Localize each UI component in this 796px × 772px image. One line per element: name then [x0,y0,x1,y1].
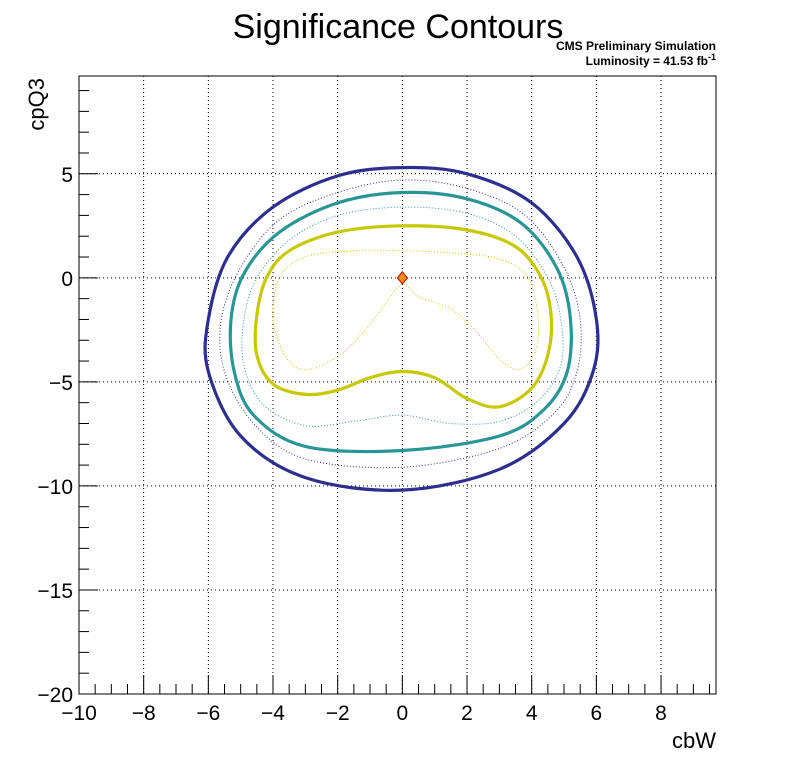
cms-preliminary-label: CMS Preliminary Simulation [556,39,716,53]
x-tick-label: −4 [261,702,285,725]
y-tick-label: 5 [61,164,73,187]
plot-frame [78,75,717,695]
y-axis-label: cpQ3 [24,78,49,131]
contour-outer-solid [203,165,600,492]
x-tick-label: 8 [655,702,667,725]
x-tick-label: 0 [397,702,409,725]
x-tick-label: 6 [591,702,603,725]
x-tick-label: −6 [196,702,220,725]
x-tick-label: −8 [132,702,156,725]
contour-inner-dotted [272,249,540,370]
x-tick-labels: −10 −8 −6 −4 −2 0 2 4 6 8 [61,702,667,725]
x-axis-label: cbW [672,728,716,753]
y-tick-label: 0 [61,268,73,291]
contour-middle-solid [228,190,573,454]
y-tick-label: −10 [37,476,73,499]
contour-inner-solid [253,224,554,409]
y-tick-label: −15 [37,580,73,603]
chart-title: Significance Contours [233,8,564,46]
y-tick-label: −5 [49,372,73,395]
x-tick-label: −2 [326,702,350,725]
y-tick-label: −20 [37,684,73,707]
contour-middle-dotted [241,206,564,427]
x-tick-label: −10 [61,702,97,725]
x-tick-label: 2 [461,702,473,725]
x-tick-label: 4 [526,702,538,725]
y-tick-labels: −20 −15 −10 −5 0 5 [37,164,73,707]
luminosity-label: Luminosity = 41.53 fb-1 [586,52,716,68]
contour-layer [203,165,600,492]
luminosity-text: Luminosity = 41.53 fb [586,54,708,68]
luminosity-superscript: -1 [708,52,716,62]
best-fit-marker-layer [396,270,409,285]
best-fit-point [396,270,409,285]
axis-ticks [78,90,711,695]
